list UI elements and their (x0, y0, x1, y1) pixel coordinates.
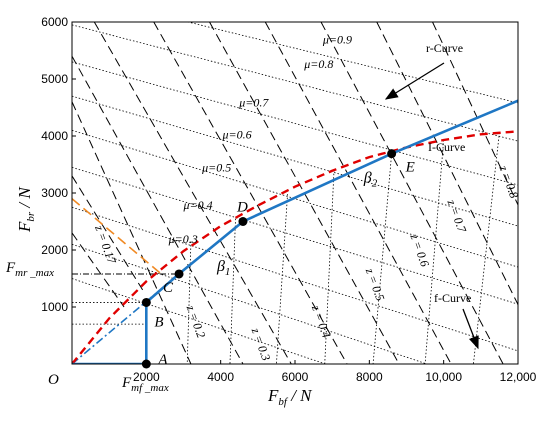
point-markers: A B C D E (141, 149, 415, 369)
i-curve-label: I-Curve (428, 140, 465, 154)
f-mr-max-label: Fmr _max (5, 260, 54, 279)
x-tick-label: 12,000 (500, 370, 537, 384)
f-lines (145, 132, 500, 364)
f-mf-max-main: F (121, 375, 132, 391)
f-line (186, 241, 192, 364)
z-line (72, 101, 192, 364)
plot-frame (71, 21, 519, 365)
mu-label: μ=0.5 (201, 160, 231, 174)
z-line (153, 22, 348, 364)
point-marker (174, 269, 184, 279)
svg-text:Fmr _max: Fmr _max (5, 260, 54, 279)
ticks: 2000 4000 6000 8000 10,000 12,000 1000 2000 3000… (41, 15, 536, 384)
mu-line (72, 206, 518, 352)
y-axis-label-unit: / N (15, 186, 34, 212)
x-tick-label: 8000 (356, 370, 383, 384)
mu-line (72, 95, 518, 227)
y-tick-label: 2000 (41, 243, 68, 257)
mu-label: μ=0.7 (238, 95, 269, 109)
beta-label: β2 (363, 170, 378, 190)
svg-text:Fbf / N: Fbf / N (267, 386, 313, 408)
r-curve-label: r-Curve (426, 41, 463, 55)
point-marker (141, 297, 151, 307)
f-line (276, 194, 288, 364)
x-axis-label-sub: bf (278, 396, 289, 408)
point-label: D (236, 200, 248, 216)
mu-label: μ=0.3 (168, 232, 198, 246)
x-axis-label-main: F (267, 386, 279, 405)
mu-line (72, 129, 518, 268)
mu-label: μ=0.4 (183, 198, 213, 212)
y-axis-label: Fbr / N (15, 186, 37, 233)
z-line (264, 22, 452, 364)
y-tick-label: 4000 (41, 129, 68, 143)
z-label: z = 0.6 (407, 231, 432, 268)
z-label: z = 0.4 (309, 302, 334, 339)
z-label: z = 0.7 (444, 197, 469, 235)
y-axis-label-main: F (15, 221, 34, 233)
f-line (229, 218, 236, 364)
f-line (473, 132, 500, 364)
point-label: A (157, 352, 168, 368)
mu-line (72, 166, 518, 305)
r-curve-arrow (384, 62, 445, 100)
z-line (93, 22, 292, 364)
f-curve-arrow (462, 308, 479, 350)
z-line (432, 22, 518, 207)
mu-line (72, 243, 429, 364)
y-tick-label: 3000 (41, 186, 68, 200)
x-tick-label: 6000 (282, 370, 309, 384)
f-mf-max-sub: mf _max (131, 382, 169, 394)
z-line (72, 175, 144, 291)
point-label: B (154, 314, 163, 330)
z-lines (72, 22, 518, 364)
z-line (209, 22, 400, 364)
mu-line (186, 22, 518, 104)
point-label: C (163, 280, 174, 296)
y-tick-label: 5000 (41, 72, 68, 86)
f-line (324, 170, 335, 364)
y-tick-label: 1000 (41, 300, 68, 314)
f-line (372, 153, 393, 364)
point-marker (141, 359, 151, 369)
z-label: z = 0.2 (183, 302, 208, 339)
x-tick-label: 2000 (133, 370, 160, 384)
mu-lines (72, 22, 518, 364)
f-curve-label: f-Curve (434, 291, 471, 305)
f-mr-max-sub: mr _max (15, 267, 54, 279)
y-axis-label-sub: br (25, 211, 37, 222)
origin-label: O (48, 372, 59, 388)
mu-label: μ=0.9 (322, 33, 352, 47)
beta-label: β1 (216, 258, 230, 278)
svg-text:Fbr / N: Fbr / N (15, 186, 37, 233)
x-tick-label: 10,000 (425, 370, 462, 384)
f-mf-max-label: Fmf _max (121, 375, 169, 394)
z-line (320, 22, 504, 364)
z-line (72, 55, 244, 364)
x-axis-label-unit: / N (287, 386, 313, 405)
z-line (376, 22, 518, 306)
x-axis-label: Fbf / N (267, 386, 313, 408)
point-marker (387, 149, 397, 159)
f-line (424, 139, 445, 364)
z-label: z = 0.3 (248, 325, 273, 362)
i-curve (72, 130, 518, 364)
z-label: z = 0.17 (92, 222, 119, 266)
x-tick-label: 4000 (207, 370, 234, 384)
point-marker (238, 217, 248, 226)
svg-text:Fmf _max: Fmf _max (121, 375, 169, 394)
mu-line (72, 61, 518, 186)
orange-z-line (72, 198, 162, 275)
mu-label: μ=0.6 (222, 127, 252, 141)
mu-label: μ=0.8 (303, 57, 333, 71)
z-label: z = 0.5 (362, 265, 387, 302)
point-label: E (405, 160, 415, 176)
z-line (72, 232, 125, 308)
y-tick-label: 6000 (41, 15, 68, 29)
f-mr-max-main: F (5, 260, 16, 276)
